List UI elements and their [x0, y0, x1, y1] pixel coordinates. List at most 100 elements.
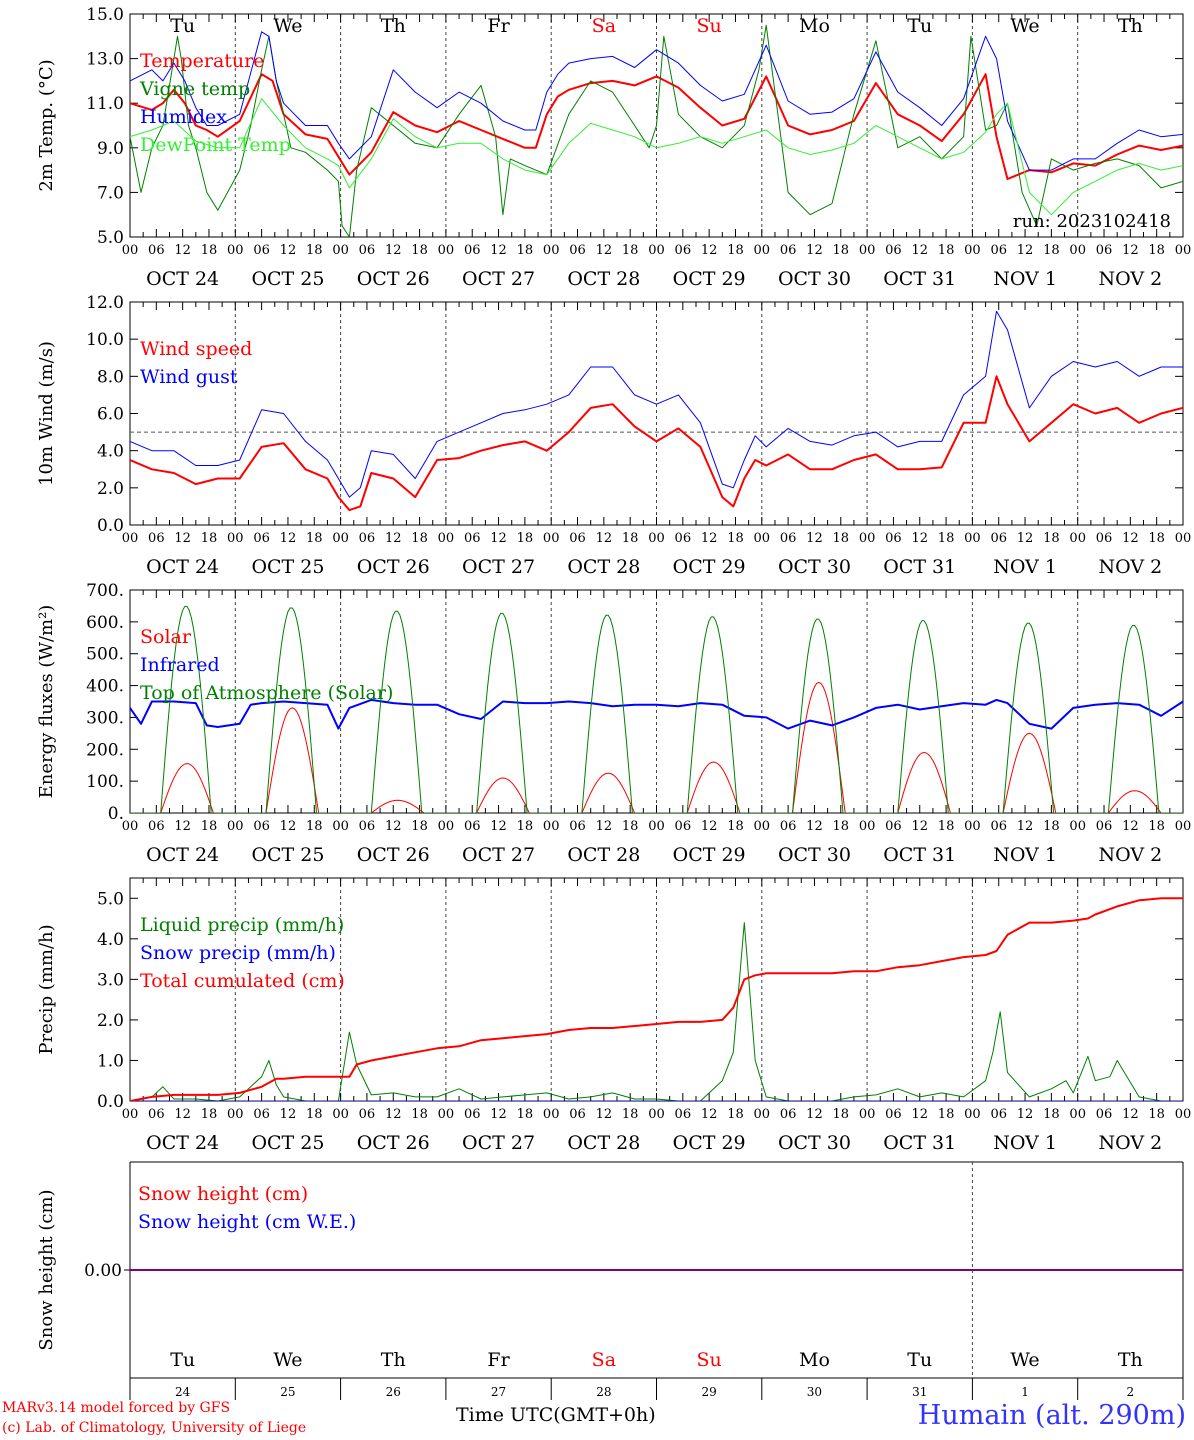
energy-hour-tick-label: 06 — [675, 819, 692, 834]
energy-y-tick-label: 100. — [86, 772, 124, 792]
energy-date-label: NOV 2 — [1098, 844, 1162, 866]
wind-hour-tick-label: 00 — [122, 531, 139, 546]
precip-hour-tick-label: 12 — [701, 1107, 718, 1122]
wind-date-label: OCT 26 — [357, 556, 430, 578]
energy-y-tick-label: 500. — [86, 645, 124, 665]
precip-hour-tick-label: 00 — [648, 1107, 665, 1122]
precip-hour-tick-label: 00 — [332, 1107, 349, 1122]
energy-hour-tick-label: 00 — [648, 819, 665, 834]
snow-weekday-label: Fr — [487, 1349, 510, 1371]
precip-hour-tick-label: 06 — [675, 1107, 692, 1122]
temp-hour-tick-label: 06 — [675, 243, 692, 258]
wind-hour-tick-label: 06 — [359, 531, 376, 546]
energy-hour-tick-label: 06 — [359, 819, 376, 834]
temp-hour-tick-label: 12 — [806, 243, 823, 258]
wind-legend-entry: Wind gust — [140, 366, 238, 388]
energy-hour-tick-label: 06 — [569, 819, 586, 834]
wind-hour-tick-label: 18 — [1043, 531, 1060, 546]
precip-hour-tick-label: 18 — [622, 1107, 639, 1122]
wind-hour-tick-label: 18 — [517, 531, 534, 546]
energy-hour-tick-label: 18 — [306, 819, 323, 834]
precip-legend-entry: Snow precip (mm/h) — [140, 942, 336, 964]
wind-hour-tick-label: 18 — [1148, 531, 1165, 546]
snow-y-tick-label: 0.00 — [84, 1261, 122, 1281]
precip-hour-tick-label: 06 — [990, 1107, 1007, 1122]
precip-hour-tick-label: 12 — [1122, 1107, 1139, 1122]
precip-series-line — [130, 897, 1183, 1101]
energy-hour-tick-label: 12 — [1122, 819, 1139, 834]
precip-date-label: OCT 27 — [462, 1132, 535, 1154]
precip-hour-tick-label: 12 — [385, 1107, 402, 1122]
precip-hour-tick-label: 18 — [201, 1107, 218, 1122]
energy-hour-tick-label: 18 — [1043, 819, 1060, 834]
snow-y-axis-label: Snow height (cm) — [36, 1189, 57, 1350]
energy-hour-tick-label: 06 — [990, 819, 1007, 834]
wind-hour-tick-label: 18 — [622, 531, 639, 546]
energy-hour-tick-label: 12 — [911, 819, 928, 834]
wind-date-label: OCT 29 — [673, 556, 746, 578]
precip-hour-tick-label: 00 — [1069, 1107, 1086, 1122]
temp-hour-tick-label: 12 — [1017, 243, 1034, 258]
precip-legend-entry: Total cumulated (cm) — [140, 970, 345, 992]
energy-hour-tick-label: 00 — [543, 819, 560, 834]
energy-hour-tick-label: 00 — [754, 819, 771, 834]
wind-hour-tick-label: 06 — [675, 531, 692, 546]
precip-hour-tick-label: 12 — [806, 1107, 823, 1122]
snow-legend-entry: Snow height (cm W.E.) — [138, 1211, 356, 1233]
temp-legend-entry: DewPoint Temp — [140, 134, 291, 156]
precip-hour-tick-label: 00 — [1175, 1107, 1192, 1122]
temp-hour-tick-label: 06 — [1096, 243, 1113, 258]
temp-y-tick-label: 11.0 — [86, 94, 124, 114]
temp-date-label: OCT 27 — [462, 268, 535, 290]
energy-hour-tick-label: 18 — [622, 819, 639, 834]
day-number-label: 29 — [702, 1385, 717, 1399]
temp-hour-tick-label: 18 — [517, 243, 534, 258]
energy-hour-tick-label: 06 — [1096, 819, 1113, 834]
precip-hour-tick-label: 06 — [253, 1107, 270, 1122]
temp-weekday-label: Mo — [799, 15, 830, 37]
energy-date-label: OCT 27 — [462, 844, 535, 866]
temp-hour-tick-label: 18 — [1148, 243, 1165, 258]
wind-series-line — [130, 375, 1183, 512]
temp-hour-tick-label: 12 — [596, 243, 613, 258]
snow-weekday-label: We — [273, 1349, 302, 1371]
wind-hour-tick-label: 06 — [464, 531, 481, 546]
precip-hour-tick-label: 12 — [174, 1107, 191, 1122]
wind-y-tick-label: 4.0 — [97, 442, 124, 462]
time-axis-label: Time UTC(GMT+0h) — [456, 1404, 656, 1426]
wind-hour-tick-label: 12 — [701, 531, 718, 546]
temp-hour-tick-label: 00 — [227, 243, 244, 258]
wind-hour-tick-label: 00 — [754, 531, 771, 546]
energy-y-tick-label: 200. — [86, 740, 124, 760]
precip-legend-entry: Liquid precip (mm/h) — [140, 914, 344, 936]
precip-date-label: NOV 2 — [1098, 1132, 1162, 1154]
temp-date-label: OCT 30 — [778, 268, 851, 290]
snow-weekday-label: Tu — [907, 1349, 932, 1371]
temp-weekday-label: Su — [697, 15, 722, 37]
energy-y-tick-label: 0. — [108, 804, 124, 824]
day-number-label: 31 — [912, 1385, 927, 1399]
energy-hour-tick-label: 18 — [1148, 819, 1165, 834]
temp-hour-tick-label: 12 — [911, 243, 928, 258]
wind-hour-tick-label: 00 — [1175, 531, 1192, 546]
precip-hour-tick-label: 18 — [1148, 1107, 1165, 1122]
precip-hour-tick-label: 00 — [964, 1107, 981, 1122]
energy-series-line — [130, 605, 1183, 813]
precip-hour-tick-label: 00 — [543, 1107, 560, 1122]
wind-hour-tick-label: 12 — [490, 531, 507, 546]
wind-hour-tick-label: 18 — [411, 531, 428, 546]
wind-y-tick-label: 12.0 — [86, 293, 124, 313]
temp-date-label: OCT 29 — [673, 268, 746, 290]
energy-date-label: NOV 1 — [993, 844, 1057, 866]
energy-hour-tick-label: 18 — [727, 819, 744, 834]
energy-hour-tick-label: 00 — [1069, 819, 1086, 834]
energy-hour-tick-label: 00 — [122, 819, 139, 834]
precip-hour-tick-label: 06 — [780, 1107, 797, 1122]
precip-hour-tick-label: 00 — [859, 1107, 876, 1122]
temp-hour-tick-label: 00 — [543, 243, 560, 258]
temp-legend-entry: Vigne temp — [139, 78, 250, 100]
energy-y-tick-label: 700. — [86, 581, 124, 601]
wind-frame — [129, 301, 1184, 526]
snow-legend-entry: Snow height (cm) — [138, 1183, 308, 1205]
